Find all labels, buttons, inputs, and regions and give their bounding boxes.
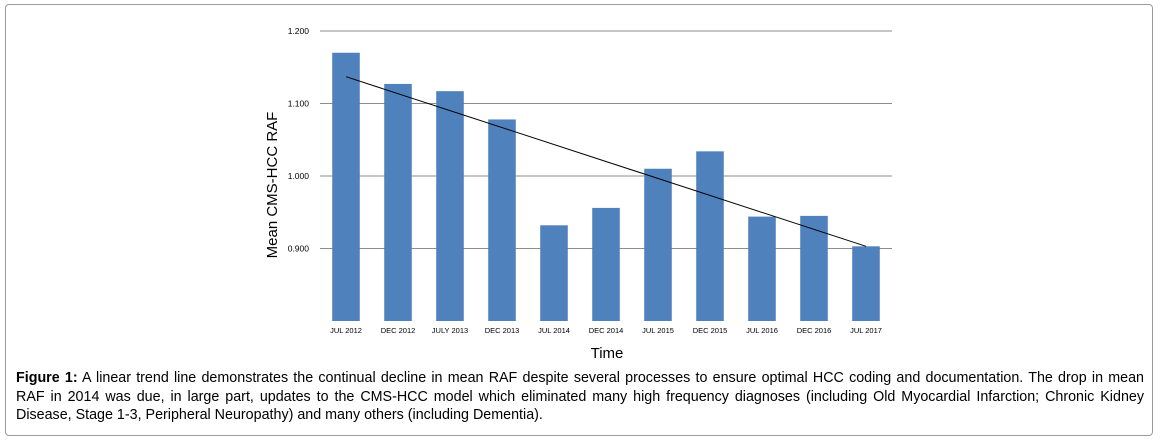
y-tick-labels: 0.900 1.000 1.100 1.200 (288, 26, 310, 254)
bar (852, 246, 880, 321)
y-tick-label: 1.100 (288, 99, 310, 109)
bar (644, 168, 672, 321)
bar (800, 215, 828, 321)
y-tick-label: 1.000 (288, 171, 310, 181)
x-tick-label: DEC 2014 (589, 326, 624, 335)
x-tick-labels: JUL 2012 DEC 2012 JULY 2013 DEC 2013 JUL 201… (330, 326, 882, 335)
caption-label: Figure 1: (16, 370, 78, 386)
y-axis-label: Mean CMS-HCC RAF (264, 112, 281, 259)
bar (436, 91, 464, 321)
bar (384, 83, 412, 321)
bar (592, 207, 620, 321)
x-tick-label: DEC 2016 (797, 326, 832, 335)
x-tick-label: JUL 2012 (330, 326, 362, 335)
trendline (345, 76, 867, 247)
bar (488, 119, 516, 321)
figure-caption: Figure 1: A linear trend line demonstrat… (16, 369, 1144, 425)
figure-frame (5, 4, 1153, 436)
x-tick-label: DEC 2012 (381, 326, 416, 335)
bars (332, 52, 880, 321)
bar (696, 151, 724, 321)
x-axis-label: Time (591, 345, 624, 362)
trendline-group (345, 76, 867, 247)
x-tick-label: JUL 2016 (746, 326, 778, 335)
bar (332, 52, 360, 321)
x-tick-label: JUL 2015 (642, 326, 674, 335)
x-tick-label: JULY 2013 (432, 326, 468, 335)
x-tick-label: JUL 2017 (850, 326, 882, 335)
y-tick-label: 1.200 (288, 26, 310, 36)
x-tick-label: DEC 2015 (693, 326, 728, 335)
bar (540, 225, 568, 321)
x-tick-label: JUL 2014 (538, 326, 570, 335)
y-tick-label: 0.900 (288, 244, 310, 254)
x-tick-label: DEC 2013 (485, 326, 520, 335)
caption-text: A linear trend line demonstrates the con… (16, 370, 1145, 423)
bar (748, 216, 776, 321)
